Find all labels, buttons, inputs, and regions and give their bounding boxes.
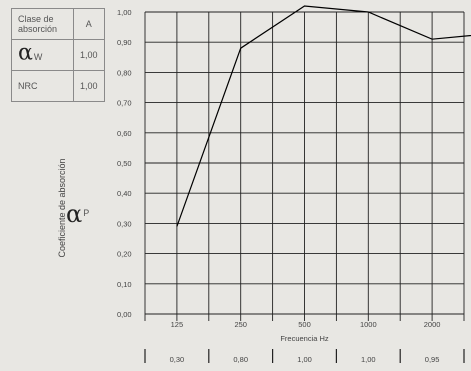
y-tick-label: 0,20 (117, 250, 132, 259)
y-tick-label: 0,40 (117, 189, 132, 198)
bottom-value-label: 0,80 (233, 355, 248, 364)
y-axis-symbol: αP (66, 200, 89, 228)
x-tick-label: 250 (234, 320, 247, 329)
x-tick-label: 1000 (360, 320, 377, 329)
y-tick-label: 0,50 (117, 159, 132, 168)
y-tick-label: 0,30 (117, 219, 132, 228)
alpha-w-value: 1,00 (73, 39, 105, 71)
y-tick-label: 0,60 (117, 129, 132, 138)
absorption-class-label: Clase de absorción (11, 8, 74, 40)
alpha-w-subscript: W (33, 52, 43, 62)
absorption-class-table: Clase de absorción A αW 1,00 NRC 1,00 (11, 8, 105, 102)
bottom-value-label: 1,00 (361, 355, 376, 364)
bottom-value-label: 0,30 (170, 355, 185, 364)
y-tick-label: 0,00 (117, 310, 132, 319)
x-tick-label: 125 (171, 320, 184, 329)
absorption-class-value: A (73, 8, 105, 40)
table-row: αW 1,00 (11, 39, 105, 71)
alpha-w-label: αW (11, 39, 74, 71)
table-row: Clase de absorción A (11, 8, 105, 40)
y-tick-label: 0,70 (117, 99, 132, 108)
x-axis-title: Frecuencia Hz (280, 334, 329, 343)
y-tick-label: 0,10 (117, 280, 132, 289)
bottom-value-label: 0,95 (425, 355, 440, 364)
alpha-w-symbol: α (18, 40, 33, 66)
table-row: NRC 1,00 (11, 70, 105, 102)
alpha-p-symbol: α (66, 200, 83, 228)
series-line (176, 5, 471, 227)
y-tick-label: 1,00 (117, 8, 132, 17)
bottom-value-label: 1,00 (297, 355, 312, 364)
nrc-label: NRC (11, 70, 74, 102)
alpha-p-subscript: P (83, 208, 90, 219)
x-tick-label: 2000 (424, 320, 441, 329)
x-tick-label: 500 (298, 320, 311, 329)
nrc-value: 1,00 (73, 70, 105, 102)
y-tick-label: 0,90 (117, 38, 132, 47)
y-tick-label: 0,80 (117, 68, 132, 77)
